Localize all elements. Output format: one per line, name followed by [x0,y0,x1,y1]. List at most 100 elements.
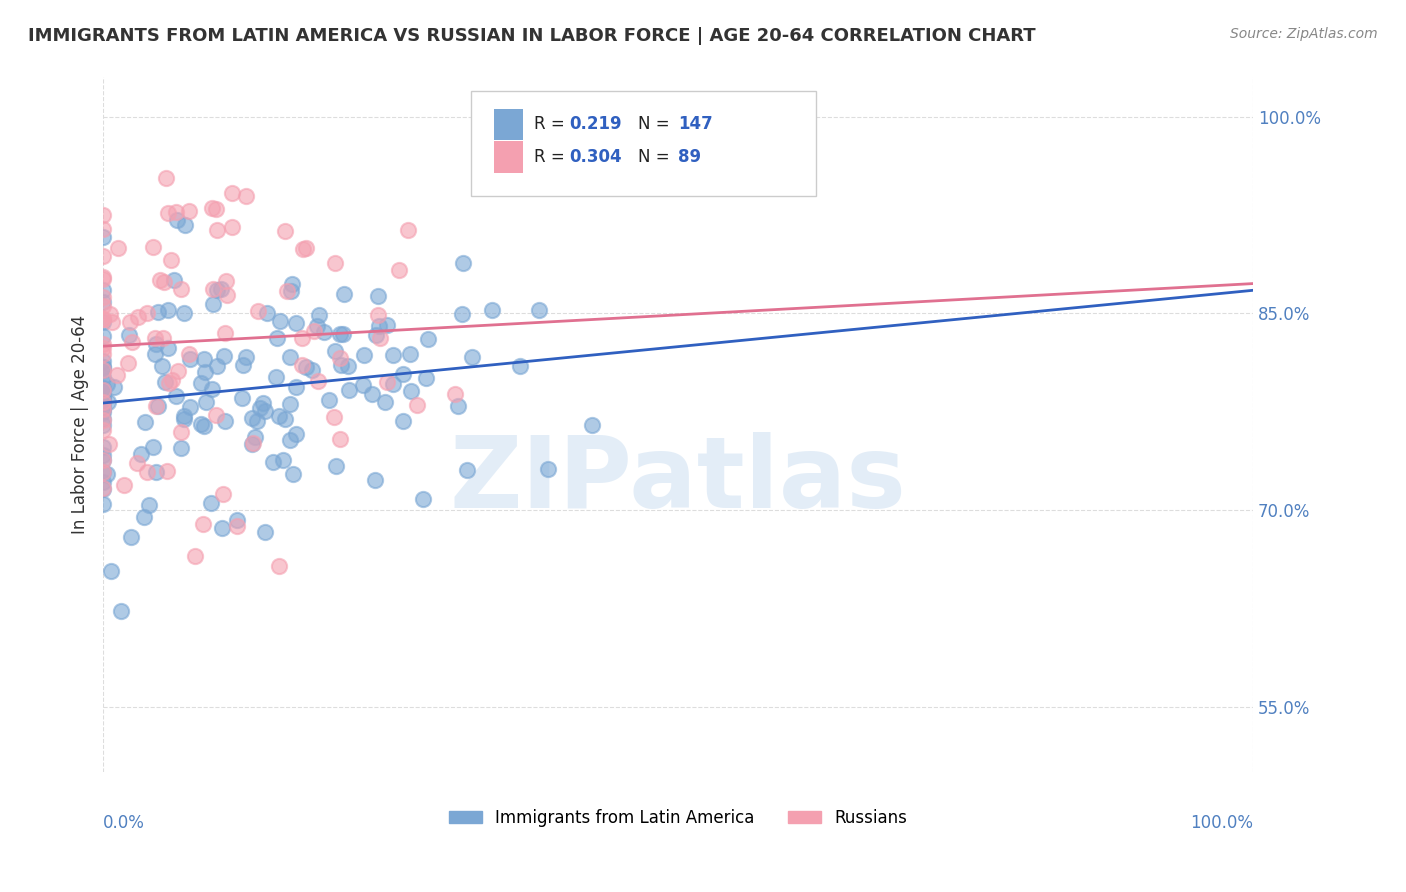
Point [235,189,257,203]
Point [91,346,114,360]
Point [179,400,201,414]
Point [368,319,391,334]
Point [193,351,215,366]
Point [91,465,114,479]
Point [91,390,114,404]
Point [101,315,124,329]
Point [509,359,531,373]
Point [447,399,470,413]
Point [352,378,374,392]
Point [91,359,114,374]
Point [91,401,114,415]
Point [91,441,114,455]
Point [91,417,114,432]
Text: R =: R = [534,115,571,133]
Point [278,397,301,411]
Point [150,359,173,374]
Point [337,359,360,373]
FancyBboxPatch shape [471,91,815,195]
Point [91,482,114,496]
Point [91,394,114,409]
Point [200,496,222,510]
Point [167,364,190,378]
Point [201,201,224,215]
Point [211,521,233,535]
Point [329,359,352,373]
Point [107,241,129,255]
Point [91,383,114,397]
Point [382,377,405,392]
Point [152,275,174,289]
Point [127,457,149,471]
Text: 89: 89 [678,147,702,166]
Point [100,564,122,578]
Point [205,359,228,374]
Point [173,409,195,424]
Point [194,395,217,409]
Point [211,486,233,500]
Point [240,411,263,425]
Point [363,473,385,487]
Point [388,263,411,277]
Point [142,239,165,253]
Point [204,202,226,216]
Point [143,347,166,361]
Point [451,255,474,269]
Point [91,312,114,326]
Point [201,282,224,296]
Point [396,223,419,237]
Point [91,208,114,222]
Point [132,510,155,524]
Point [242,435,264,450]
Point [129,447,152,461]
Text: R =: R = [534,147,571,166]
Point [166,212,188,227]
Point [221,220,243,235]
Point [392,367,415,381]
Point [256,305,278,319]
Point [165,389,187,403]
Point [97,394,120,409]
Point [481,303,503,318]
Point [302,324,325,338]
Y-axis label: In Labor Force | Age 20-64: In Labor Force | Age 20-64 [72,315,89,534]
Text: 0.304: 0.304 [569,147,621,166]
Point [103,380,125,394]
Point [190,417,212,431]
Point [537,462,560,476]
Point [294,360,316,375]
Point [364,328,387,343]
Point [91,401,114,416]
Point [91,221,114,235]
Point [91,453,114,467]
Point [91,401,114,416]
Point [121,335,143,350]
Point [159,253,181,268]
Point [96,376,118,391]
Point [245,430,267,444]
Point [209,281,232,295]
Point [318,392,340,407]
Point [262,455,284,469]
Point [117,328,139,343]
Point [91,337,114,351]
Point [156,464,179,478]
Point [269,314,291,328]
Text: N =: N = [638,147,675,166]
Point [170,441,193,455]
Point [91,341,114,355]
Point [325,459,347,474]
Point [142,440,165,454]
Point [329,351,352,365]
Point [280,284,302,298]
Point [91,465,114,479]
Point [91,448,114,462]
Point [193,419,215,434]
Point [375,375,398,389]
Point [174,218,197,232]
Point [177,347,200,361]
Point [418,332,440,346]
Point [91,315,114,329]
Point [91,452,114,467]
Point [205,409,228,423]
